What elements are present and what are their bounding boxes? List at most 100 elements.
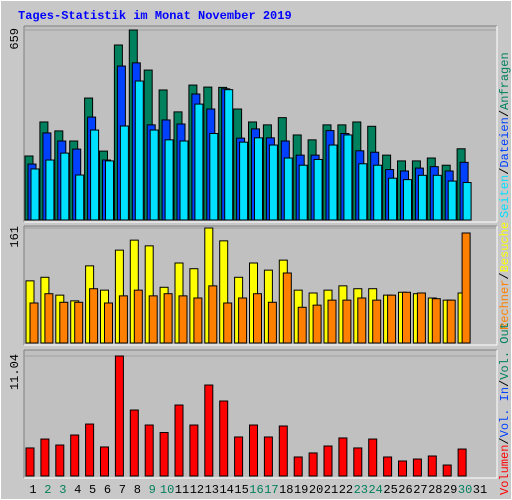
bar — [100, 446, 109, 477]
bar — [133, 289, 143, 344]
bar — [55, 444, 65, 477]
bar — [442, 464, 452, 477]
bar — [447, 180, 457, 221]
bar — [298, 164, 308, 221]
legend-entry: Rechner — [498, 280, 512, 330]
bar — [223, 302, 233, 344]
bar — [282, 272, 292, 344]
legend-entry: Vol. Out — [498, 322, 512, 380]
x-tick-label: 25 — [383, 483, 397, 497]
plot-area — [24, 350, 497, 478]
x-tick-label: 28 — [428, 483, 442, 497]
x-tick-label: 24 — [368, 483, 382, 497]
bar — [457, 448, 467, 477]
bar — [60, 152, 70, 221]
bar — [193, 297, 203, 344]
legend-separator: / — [498, 380, 512, 387]
y-tick-label: 659 — [8, 28, 22, 50]
bar — [89, 288, 99, 344]
x-tick-label: 26 — [398, 483, 412, 497]
x-tick-label: 4 — [74, 483, 81, 497]
x-tick-label: 10 — [160, 483, 174, 497]
bar — [432, 174, 442, 221]
bar — [129, 409, 139, 477]
bar — [353, 447, 363, 477]
bar — [239, 141, 249, 221]
bar — [263, 436, 273, 477]
bar — [343, 134, 353, 221]
bar — [283, 157, 293, 221]
x-tick-label: 6 — [104, 483, 111, 497]
x-tick-label: 7 — [119, 483, 126, 497]
legend-entry: Besuche — [498, 222, 512, 272]
bar — [238, 297, 248, 344]
legend: Rechner/Besuche — [498, 222, 512, 330]
x-tick-label: 29 — [443, 483, 457, 497]
bar — [323, 445, 333, 477]
bar — [373, 164, 383, 221]
bar — [358, 163, 368, 221]
bar — [25, 447, 35, 477]
legend-entry: Anfragen — [498, 52, 512, 110]
bar — [388, 177, 398, 221]
legend-entry: Dateien — [498, 117, 512, 167]
bar — [118, 295, 128, 344]
bar — [278, 425, 288, 477]
x-tick-label: 14 — [219, 483, 233, 497]
y-tick-label: 161 — [8, 226, 22, 248]
x-tick-label: 20 — [309, 483, 323, 497]
bar — [204, 384, 214, 477]
bar — [446, 299, 456, 344]
bar — [163, 293, 173, 344]
legend-entry: Volumen — [498, 445, 512, 495]
legend-entry: Seiten — [498, 175, 512, 218]
bar — [219, 400, 229, 477]
bar — [234, 436, 244, 477]
chart-title: Tages-Statistik im Monat November 2019 — [18, 9, 292, 23]
bar — [268, 144, 278, 221]
bar — [40, 438, 50, 477]
bar — [254, 137, 263, 221]
bar — [44, 293, 54, 344]
bar — [416, 292, 426, 344]
bar — [208, 285, 218, 344]
x-tick-label: 8 — [134, 483, 141, 497]
legend-separator: / — [498, 168, 512, 175]
bar — [189, 424, 199, 477]
bar — [74, 301, 84, 344]
bar — [134, 80, 144, 221]
x-tick-label: 5 — [89, 483, 96, 497]
bar — [194, 103, 204, 221]
bar — [30, 168, 40, 221]
bar — [29, 302, 39, 344]
bar — [398, 460, 407, 477]
y-tick-label: 11.04 — [8, 354, 22, 390]
bar — [338, 437, 348, 477]
bar — [159, 432, 169, 477]
bar — [114, 355, 124, 477]
bar — [417, 174, 427, 221]
x-tick-label: 27 — [413, 483, 427, 497]
bar — [144, 424, 154, 477]
bar — [403, 179, 412, 221]
bar — [209, 133, 219, 221]
bar — [431, 298, 441, 344]
bar — [297, 306, 307, 344]
bar — [357, 297, 367, 344]
bar — [342, 299, 352, 344]
legend-separator: / — [498, 437, 512, 444]
bar — [328, 144, 338, 221]
x-tick-label: 31 — [473, 483, 487, 497]
bar — [253, 293, 262, 344]
legend-entry: Vol. In — [498, 387, 512, 437]
x-tick-label: 17 — [264, 483, 278, 497]
x-tick-label: 21 — [324, 483, 338, 497]
bar — [119, 125, 129, 221]
bar — [148, 295, 158, 344]
bar — [149, 129, 159, 221]
bar — [164, 139, 174, 221]
x-tick-label: 15 — [234, 483, 248, 497]
bar — [70, 434, 80, 477]
x-tick-label: 3 — [59, 483, 66, 497]
